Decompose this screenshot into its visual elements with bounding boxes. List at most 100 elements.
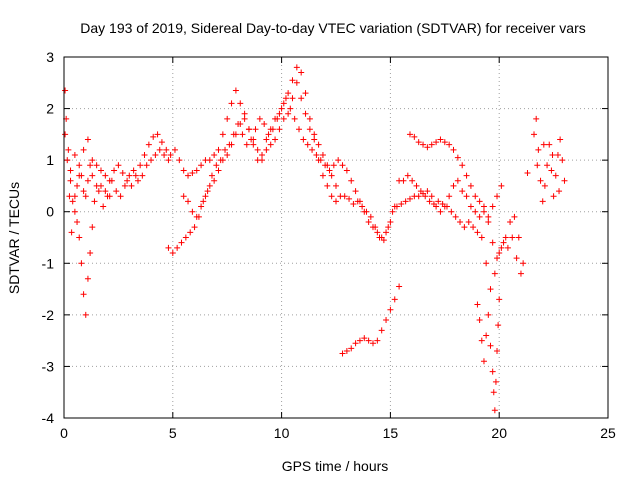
data-point (68, 229, 75, 236)
data-point (544, 162, 551, 169)
data-point (490, 389, 497, 396)
data-point (193, 213, 200, 220)
data-point (82, 311, 89, 318)
data-point (280, 115, 287, 122)
data-point (237, 121, 244, 128)
data-point (374, 229, 381, 236)
data-point (97, 167, 104, 174)
chart-title: Day 193 of 2019, Sidereal Day-to-day VTE… (80, 20, 586, 36)
data-point (293, 64, 300, 71)
data-point (145, 141, 152, 148)
data-point (378, 234, 385, 241)
x-tick-label: 0 (60, 425, 68, 441)
data-point (422, 193, 429, 200)
data-point (531, 131, 538, 138)
data-point (152, 151, 159, 158)
data-point (191, 224, 198, 231)
data-point (417, 188, 424, 195)
data-point (121, 182, 128, 189)
data-point (319, 172, 326, 179)
data-point (167, 151, 174, 158)
data-point (411, 133, 418, 140)
data-point (65, 146, 72, 153)
data-point (391, 296, 398, 303)
data-point (467, 182, 474, 189)
data-point (428, 193, 435, 200)
data-point (533, 115, 540, 122)
data-point (524, 170, 531, 177)
data-point (289, 77, 296, 84)
data-point (165, 244, 172, 251)
data-point (287, 105, 294, 112)
data-point (420, 141, 427, 148)
data-point (126, 172, 133, 179)
y-tick-label: 0 (46, 204, 54, 220)
data-point (100, 203, 107, 210)
data-point (428, 141, 435, 148)
data-point (552, 172, 559, 179)
data-point (396, 283, 403, 290)
data-point (84, 177, 91, 184)
data-point (491, 270, 498, 277)
data-point (404, 172, 411, 179)
data-point (487, 286, 494, 293)
data-point (415, 193, 422, 200)
data-point (495, 322, 502, 329)
data-point (302, 110, 309, 117)
data-point (108, 177, 115, 184)
data-point (389, 208, 396, 215)
data-point (300, 136, 307, 143)
data-point (472, 193, 479, 200)
data-point (62, 87, 69, 94)
data-point (219, 131, 226, 138)
data-point (185, 172, 192, 179)
y-tick-label: 3 (46, 49, 54, 65)
data-point (243, 141, 250, 148)
data-point (89, 224, 96, 231)
y-axis-label: SDTVAR / TECUs (6, 182, 22, 294)
data-point (478, 234, 485, 241)
data-point (441, 139, 448, 146)
data-point (182, 234, 189, 241)
data-point (158, 139, 165, 146)
data-point (535, 146, 542, 153)
data-point (480, 358, 487, 365)
data-point (350, 200, 357, 207)
data-point (556, 188, 563, 195)
data-point (161, 151, 168, 158)
data-point (409, 177, 416, 184)
data-point (478, 337, 485, 344)
data-point (185, 198, 192, 205)
data-point (494, 193, 501, 200)
data-point (356, 198, 363, 205)
data-point (554, 151, 561, 158)
data-point (62, 131, 69, 138)
data-point (219, 157, 226, 164)
data-point (206, 157, 213, 164)
data-point (504, 244, 511, 251)
data-point (491, 407, 498, 414)
data-point (433, 139, 440, 146)
data-point (385, 224, 392, 231)
x-tick-label: 20 (491, 425, 507, 441)
data-point (313, 151, 320, 158)
data-point (111, 167, 118, 174)
data-point (517, 270, 524, 277)
data-point (113, 188, 120, 195)
data-point (278, 105, 285, 112)
data-point (352, 340, 359, 347)
data-point (259, 151, 266, 158)
data-point (97, 182, 104, 189)
data-point (296, 126, 303, 133)
data-point (459, 162, 466, 169)
data-point (548, 167, 555, 174)
data-point (406, 195, 413, 202)
data-point (187, 229, 194, 236)
data-point (437, 208, 444, 215)
data-point (326, 167, 333, 174)
data-point (500, 239, 507, 246)
data-point (263, 146, 270, 153)
data-point (211, 177, 218, 184)
y-tick-label: -3 (42, 358, 55, 374)
